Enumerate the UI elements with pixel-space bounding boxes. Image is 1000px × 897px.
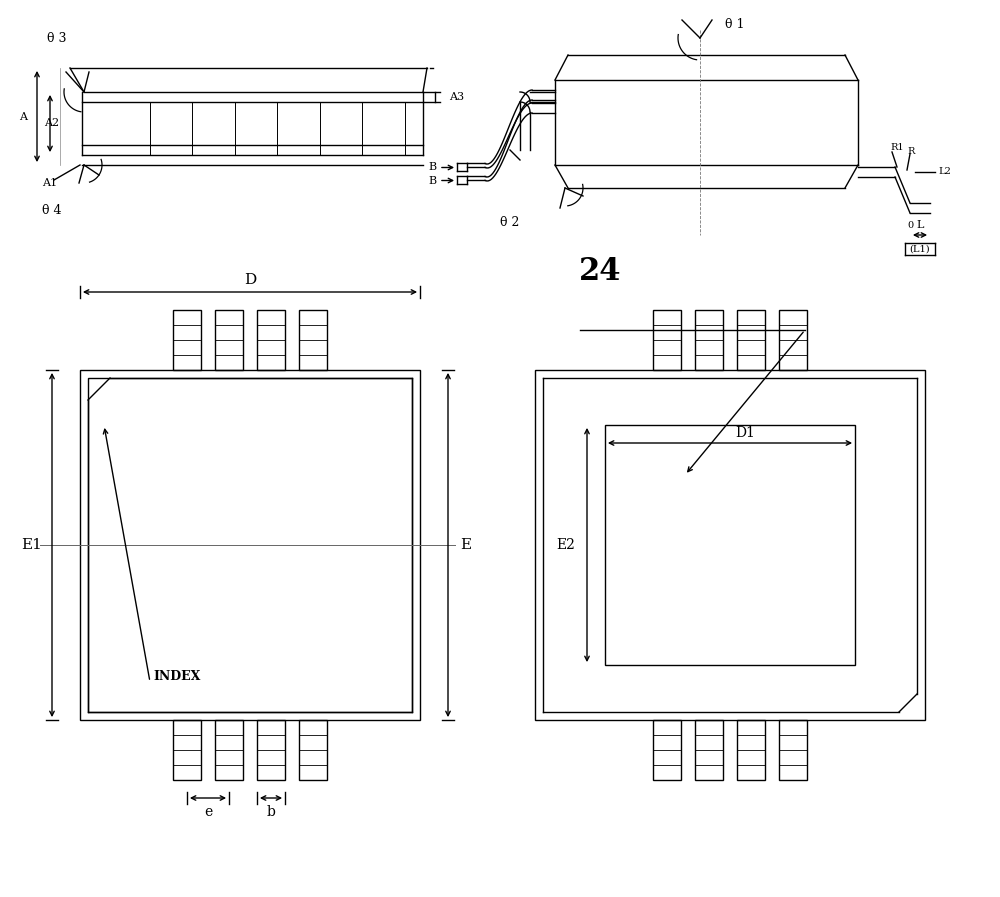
Text: L2: L2 bbox=[938, 168, 951, 177]
Bar bbox=[299, 720, 327, 780]
Bar bbox=[605, 425, 855, 665]
Text: A: A bbox=[19, 111, 27, 121]
Bar bbox=[173, 720, 201, 780]
Text: A2: A2 bbox=[44, 118, 59, 128]
Bar bbox=[535, 370, 925, 720]
Text: R: R bbox=[907, 146, 915, 155]
Bar bbox=[737, 310, 765, 370]
Text: B: B bbox=[429, 176, 437, 186]
Text: (L1): (L1) bbox=[910, 245, 930, 254]
Bar bbox=[779, 720, 807, 780]
Bar bbox=[88, 378, 412, 712]
Text: B: B bbox=[429, 162, 437, 172]
Bar bbox=[257, 720, 285, 780]
Text: θ 2: θ 2 bbox=[500, 216, 520, 230]
Text: E2: E2 bbox=[556, 538, 575, 552]
Text: θ 4: θ 4 bbox=[42, 204, 62, 216]
Text: e: e bbox=[204, 805, 212, 819]
Text: D: D bbox=[244, 273, 256, 287]
Bar bbox=[653, 720, 681, 780]
Text: INDEX: INDEX bbox=[153, 670, 200, 684]
Text: R1: R1 bbox=[890, 143, 904, 152]
Bar bbox=[80, 370, 420, 720]
Bar bbox=[695, 310, 723, 370]
Text: E1: E1 bbox=[21, 538, 42, 552]
Bar bbox=[737, 720, 765, 780]
Text: θ 1: θ 1 bbox=[725, 19, 745, 31]
Bar bbox=[215, 720, 243, 780]
Bar bbox=[257, 310, 285, 370]
Bar bbox=[173, 310, 201, 370]
Text: D1: D1 bbox=[735, 426, 755, 440]
Bar bbox=[695, 720, 723, 780]
Bar bbox=[779, 310, 807, 370]
Text: A1: A1 bbox=[42, 178, 57, 188]
Text: 24: 24 bbox=[579, 257, 621, 288]
Text: L: L bbox=[916, 220, 924, 230]
Text: E: E bbox=[460, 538, 471, 552]
Bar bbox=[215, 310, 243, 370]
Text: A3: A3 bbox=[449, 92, 464, 102]
Text: θ 3: θ 3 bbox=[47, 31, 66, 45]
Text: b: b bbox=[267, 805, 275, 819]
Bar bbox=[653, 310, 681, 370]
Text: 0: 0 bbox=[907, 221, 913, 230]
Bar bbox=[299, 310, 327, 370]
